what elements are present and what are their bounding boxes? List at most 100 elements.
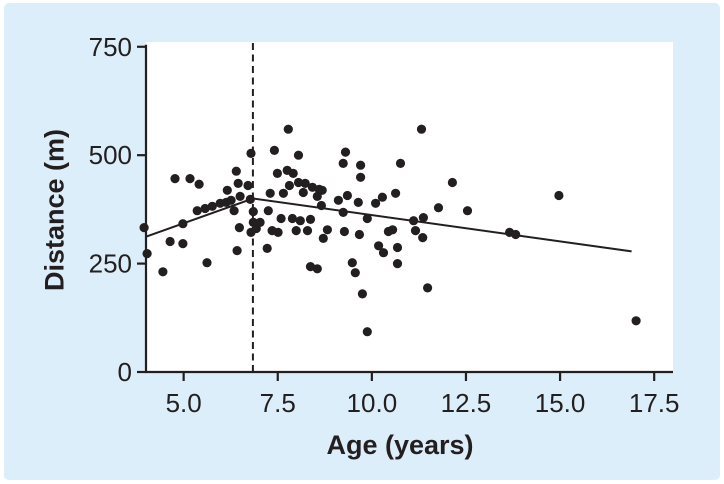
data-point — [312, 191, 322, 201]
data-point — [423, 283, 433, 293]
data-point — [283, 124, 293, 134]
x-tick-label: 5.0 — [166, 388, 202, 418]
data-point — [293, 177, 304, 188]
data-point — [222, 185, 232, 195]
data-point — [357, 289, 367, 299]
data-point — [248, 207, 258, 217]
data-point — [388, 225, 398, 235]
data-point — [433, 203, 444, 213]
data-point — [263, 206, 273, 216]
data-point — [347, 258, 357, 268]
data-point — [287, 213, 297, 224]
data-point — [142, 249, 152, 259]
data-point — [202, 258, 212, 268]
data-point — [362, 327, 372, 337]
data-point — [395, 158, 406, 168]
data-point — [255, 217, 265, 227]
x-tick-label: 15.0 — [535, 388, 586, 418]
data-point — [342, 190, 352, 201]
y-tick-label: 250 — [89, 249, 132, 279]
data-point — [354, 229, 364, 240]
data-point — [362, 213, 372, 224]
data-point — [322, 225, 332, 235]
data-point — [232, 246, 242, 256]
data-point — [207, 201, 217, 211]
x-axis-title: Age (years) — [326, 430, 474, 460]
data-point — [374, 241, 384, 251]
data-point — [377, 192, 387, 202]
data-point — [410, 226, 421, 236]
data-point — [295, 216, 305, 226]
data-point — [158, 267, 168, 277]
data-point — [316, 200, 326, 211]
y-tick-label: 0 — [118, 357, 132, 387]
data-point — [170, 174, 180, 184]
data-point — [262, 243, 272, 253]
y-axis-title: Distance (m) — [39, 128, 70, 292]
data-point — [231, 166, 241, 176]
data-point — [300, 178, 310, 188]
data-point — [554, 190, 564, 201]
data-point — [318, 233, 328, 243]
data-point — [200, 203, 210, 214]
data-point — [356, 172, 366, 182]
data-point — [511, 229, 521, 240]
data-point — [391, 188, 401, 198]
data-point — [178, 239, 188, 249]
data-point — [339, 226, 349, 237]
data-point — [392, 242, 403, 253]
data-point — [276, 213, 286, 224]
data-point — [245, 194, 255, 204]
data-point — [298, 187, 308, 198]
data-point — [293, 150, 304, 160]
data-point — [356, 160, 366, 170]
data-point — [291, 226, 301, 236]
data-point — [178, 219, 188, 229]
data-point — [416, 124, 427, 134]
x-tick-label: 12.5 — [441, 388, 492, 418]
data-point — [229, 206, 239, 216]
data-point — [340, 147, 351, 157]
data-point — [317, 185, 327, 195]
data-point — [234, 223, 244, 233]
x-tick-label: 7.5 — [260, 388, 296, 418]
data-point — [165, 236, 175, 247]
data-point — [265, 188, 275, 198]
data-point — [194, 179, 204, 189]
data-point — [312, 264, 322, 274]
data-point — [278, 188, 288, 198]
data-point — [243, 180, 253, 191]
data-point — [246, 148, 256, 158]
data-point — [338, 158, 348, 168]
data-point — [333, 195, 343, 205]
data-point — [338, 207, 348, 217]
data-point — [226, 195, 236, 205]
y-tick-label: 500 — [89, 140, 132, 170]
data-point — [235, 191, 245, 201]
data-point — [418, 233, 428, 243]
data-point — [269, 145, 279, 155]
data-point — [272, 168, 282, 178]
y-tick-label: 750 — [89, 32, 132, 62]
data-point — [409, 216, 419, 226]
data-point — [185, 174, 195, 184]
plot-area — [146, 42, 673, 372]
data-point — [418, 213, 428, 223]
data-point — [305, 214, 316, 224]
data-point — [371, 198, 381, 208]
data-point — [378, 248, 389, 258]
data-point — [353, 197, 363, 207]
data-point — [447, 177, 457, 188]
data-point — [288, 168, 298, 178]
data-point — [273, 227, 283, 237]
data-point — [302, 226, 313, 236]
data-point — [192, 206, 202, 216]
x-tick-label: 10.0 — [347, 388, 398, 418]
data-point — [631, 316, 641, 326]
data-point — [462, 206, 473, 216]
data-point — [350, 268, 360, 278]
data-point — [233, 178, 243, 188]
data-point — [139, 223, 149, 233]
data-point — [284, 180, 294, 191]
